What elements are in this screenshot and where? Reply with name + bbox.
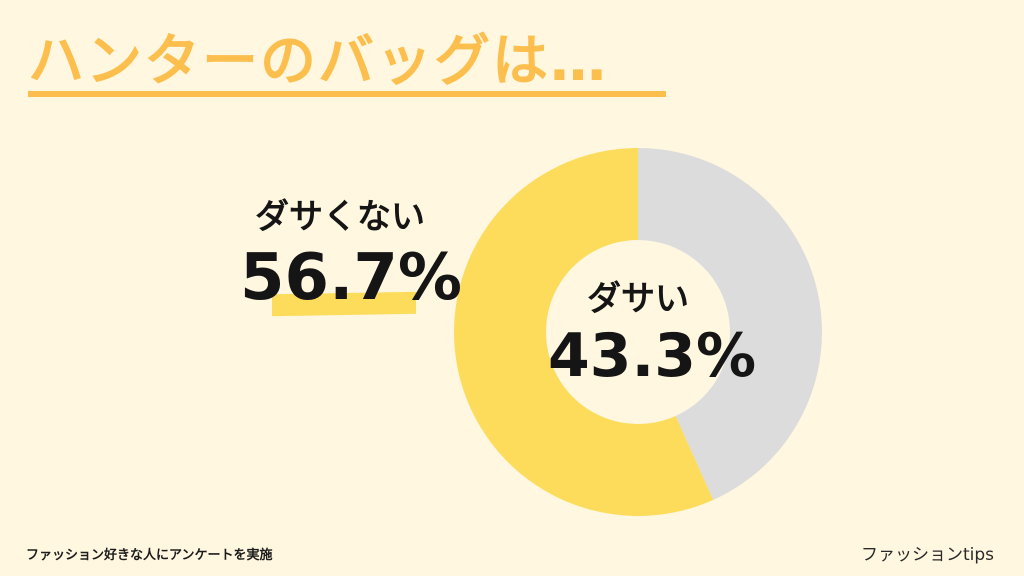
slice-dasai [638, 148, 822, 500]
slice-label-dasai: ダサい [587, 279, 689, 319]
slice-dasakunai [453, 148, 714, 516]
brand-name: ファッションtips [860, 545, 994, 565]
survey-note: ファッション好きな人にアンケートを実施 [26, 548, 273, 563]
slice-label-dasakunai: ダサくない [255, 197, 425, 237]
legend-dasakunai: ダサくない 56.7% [240, 194, 463, 316]
page-title: ハンターのバッグは… [28, 29, 608, 94]
slice-value-dasai: 43.3% [548, 321, 757, 391]
legend-dasai: ダサい 43.3% [548, 278, 757, 392]
title-underline [28, 91, 666, 97]
slice-value-dasakunai: 56.7% [240, 241, 463, 315]
